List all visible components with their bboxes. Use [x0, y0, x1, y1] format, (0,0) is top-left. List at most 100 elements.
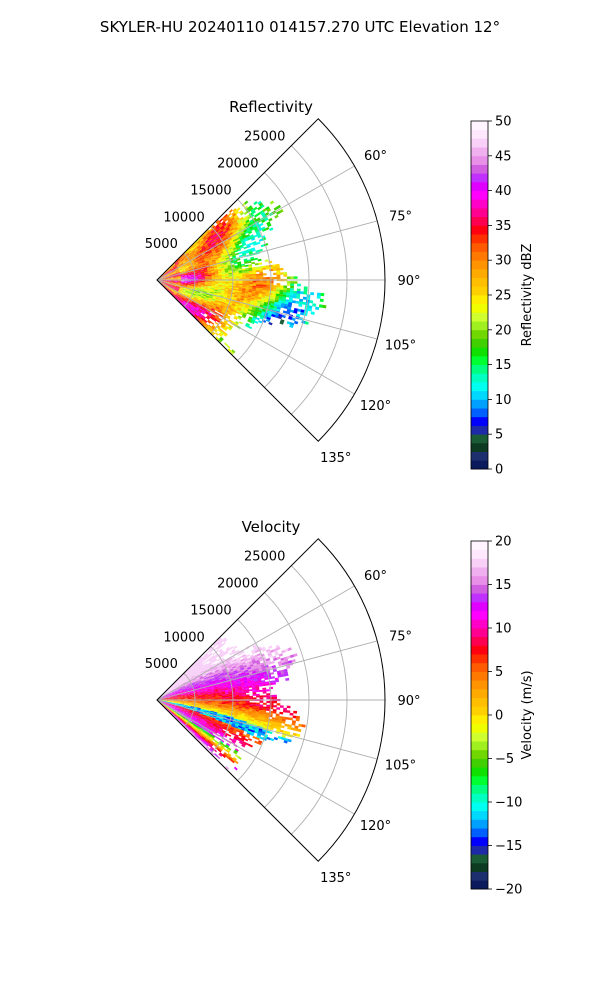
radar-cell [227, 212, 232, 217]
radar-cell [276, 285, 281, 288]
radar-cell [228, 698, 233, 700]
radar-cell [194, 280, 199, 282]
radar-cell [184, 256, 188, 260]
radar-cell [231, 236, 236, 240]
radar-cell [238, 283, 243, 286]
radar-cell [180, 258, 185, 261]
radar-cell [199, 237, 203, 241]
radar-cell [208, 260, 213, 263]
radar-cell [196, 244, 200, 248]
radar-cell [238, 289, 243, 292]
radar-cell [262, 277, 267, 280]
radar-cell [269, 700, 274, 704]
radar-cell [252, 280, 257, 283]
radar-cell [226, 261, 231, 264]
radar-cell [224, 254, 229, 258]
radar-cell [173, 283, 178, 285]
radar-cell [258, 266, 263, 269]
radar-cell [196, 245, 201, 249]
radar-cell [210, 270, 215, 272]
radar-cell [201, 697, 206, 699]
radar-cell [265, 689, 270, 692]
radar-cell [203, 256, 208, 259]
radar-cell [168, 270, 172, 273]
radar-cell [265, 290, 270, 293]
radar-cell [184, 264, 188, 267]
radar-cell [182, 260, 187, 264]
radar-cell [182, 269, 187, 272]
radar-cell [237, 226, 242, 231]
radar-cell [203, 291, 208, 293]
radar-cell [245, 275, 250, 278]
radar-cell [172, 263, 176, 267]
radar-cell [204, 272, 209, 274]
radar-cell [218, 259, 223, 262]
radar-cell [231, 253, 236, 257]
radar-cell [276, 287, 281, 290]
radar-cell [251, 267, 256, 270]
radar-cell [190, 285, 195, 287]
radar-cell [183, 270, 187, 273]
radar-cell [199, 248, 203, 252]
radar-cell [252, 217, 257, 222]
radar-cell [214, 275, 219, 277]
radar-cell [209, 228, 214, 233]
radar-cell [197, 281, 202, 283]
radar-cell [168, 269, 172, 273]
radar-cell [207, 249, 212, 253]
radar-cell [166, 275, 171, 277]
radar-cell [218, 285, 222, 288]
radar-cell [183, 274, 188, 276]
radar-cell [238, 251, 243, 255]
radar-cell [259, 286, 264, 289]
radar-cell [197, 273, 202, 275]
radar-cell [204, 232, 208, 237]
radar-cell [187, 284, 192, 286]
radar-cell [234, 290, 239, 293]
radar-cell [211, 698, 216, 700]
radar-cell [170, 276, 175, 278]
radar-cell [177, 280, 182, 282]
radar-cell [169, 272, 173, 275]
radar-cell [271, 299, 276, 302]
radar-cell [205, 262, 210, 265]
radar-cell [226, 295, 231, 298]
radar-cell [181, 266, 186, 269]
radar-cell [198, 278, 202, 280]
radar-cell [286, 287, 291, 291]
radar-cell [242, 697, 247, 700]
radar-cell [185, 258, 189, 262]
radar-cell [252, 284, 257, 287]
radar-cell [198, 262, 203, 265]
radar-cell [181, 258, 185, 262]
radar-cell [190, 270, 194, 273]
radar-cell [249, 302, 254, 305]
radar-cell [226, 262, 231, 265]
radar-cell [170, 282, 175, 284]
radar-cell [184, 282, 188, 284]
radar-cell [162, 273, 166, 276]
radar-cell [183, 272, 188, 275]
radar-cell [238, 702, 243, 704]
radar-cell [188, 264, 192, 267]
radar-cell [269, 686, 274, 690]
radar-cell [207, 256, 212, 260]
radar-cell [284, 301, 289, 305]
radar-cell [249, 280, 254, 283]
radar-cell [283, 285, 288, 289]
radar-cell [174, 260, 178, 264]
radar-cell [221, 272, 226, 274]
radar-cell [159, 275, 163, 278]
radar-cell [173, 273, 177, 275]
radar-cell [215, 260, 220, 263]
radar-cell [286, 290, 291, 293]
radar-cell [196, 251, 201, 255]
radar-cell [210, 235, 215, 239]
radar-cell [169, 273, 174, 276]
radar-cell [221, 220, 225, 225]
range-tick-label: 20000 [217, 157, 258, 172]
radar-cell [276, 204, 282, 209]
radar-cell [220, 263, 225, 266]
radar-cell [241, 289, 246, 292]
radar-cell [285, 294, 290, 298]
